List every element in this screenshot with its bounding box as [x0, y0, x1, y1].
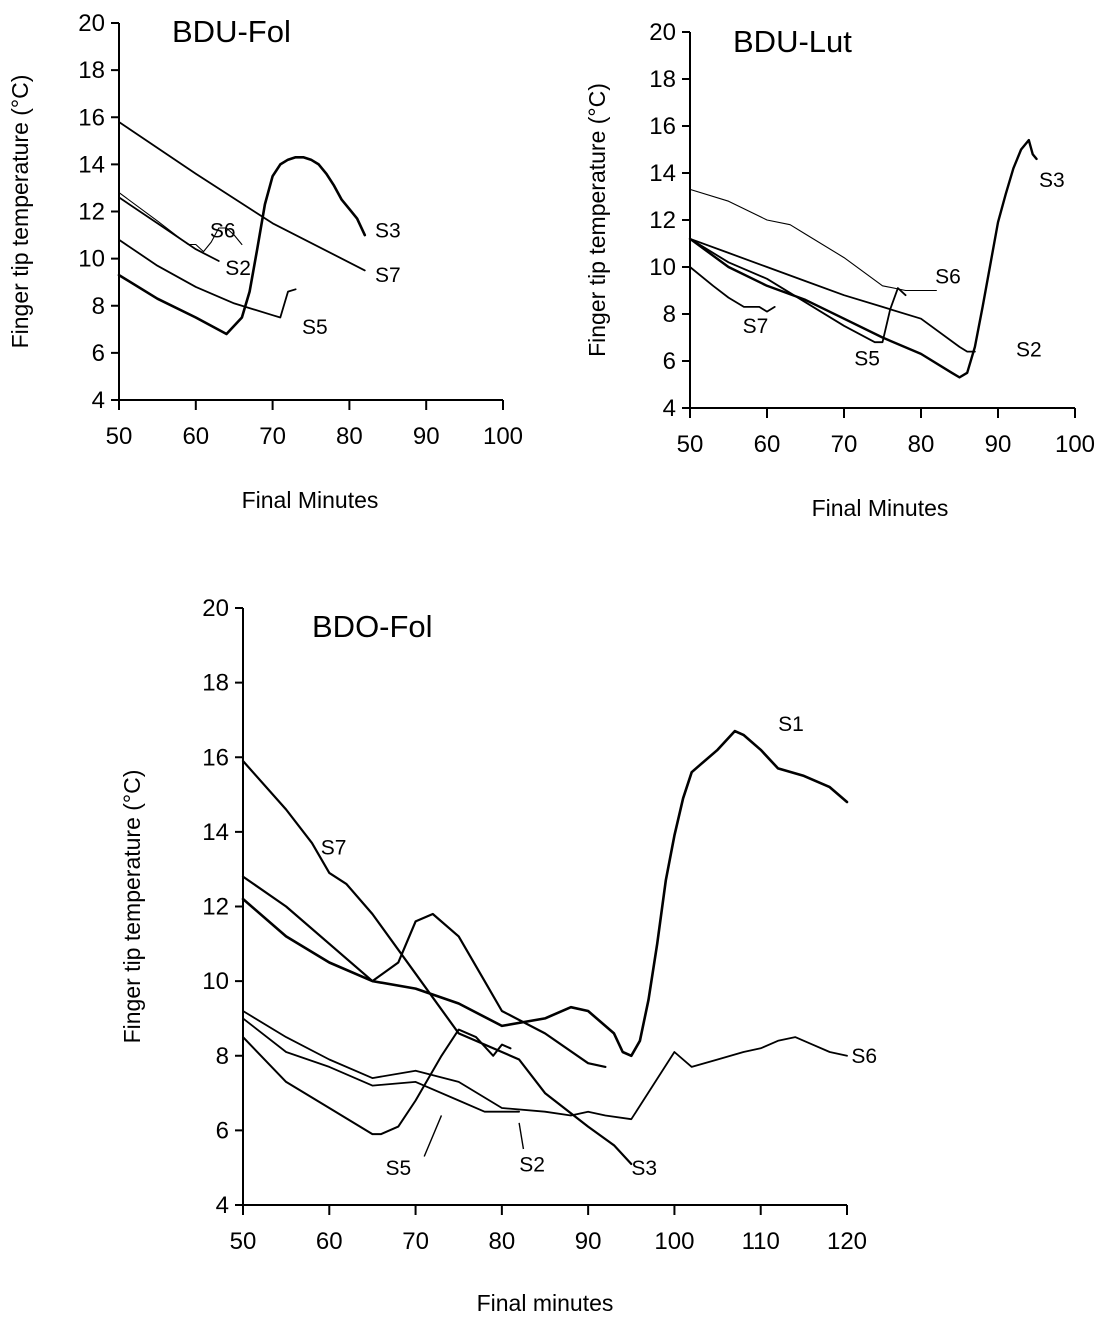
x-tick-label: 70: [402, 1228, 429, 1255]
x-tick-label: 60: [754, 431, 781, 458]
series-line-s7: [689, 266, 776, 313]
x-tick-label: 80: [336, 423, 363, 450]
y-tick-label: 4: [92, 387, 105, 414]
x-tick-label: 120: [827, 1228, 867, 1255]
x-tick-label: 70: [831, 431, 858, 458]
label-pointer-line: [518, 1122, 525, 1150]
x-tick-label: 50: [677, 431, 704, 458]
y-axis-title: Finger tip temperature (°C): [119, 770, 145, 1044]
series-line-s3: [117, 156, 367, 336]
y-tick-label: 6: [216, 1117, 229, 1144]
series-line-s5: [118, 238, 297, 319]
series-label-s6: S6: [210, 219, 236, 242]
y-tick-label: 16: [649, 113, 676, 140]
chart-title: BDU-Fol: [172, 14, 291, 49]
series-line-s6: [689, 188, 937, 292]
series-label-s5: S5: [854, 348, 880, 371]
y-axis-title: Finger tip temperature (°C): [7, 75, 33, 349]
series-line-s1: [241, 729, 849, 1058]
y-tick-label: 10: [202, 968, 229, 995]
x-tick-label: 50: [106, 423, 133, 450]
x-tick-label: 100: [483, 423, 523, 450]
x-tick-label: 80: [489, 1228, 516, 1255]
y-tick-label: 14: [202, 819, 229, 846]
y-tick-label: 4: [216, 1192, 229, 1219]
y-tick-label: 18: [649, 66, 676, 93]
series-label-s3: S3: [375, 219, 401, 242]
series-label-s2: S2: [1016, 338, 1042, 361]
y-tick-label: 8: [92, 293, 105, 320]
series-label-s6: S6: [935, 265, 961, 288]
series-label-s7: S7: [375, 264, 401, 287]
x-tick-label: 60: [182, 423, 209, 450]
series-label-s2: S2: [519, 1153, 545, 1176]
x-tick-label: 110: [742, 1228, 780, 1255]
x-tick-label: 100: [1055, 431, 1095, 458]
series-label-s2: S2: [225, 257, 251, 280]
y-tick-label: 20: [78, 10, 105, 37]
y-tick-label: 8: [216, 1043, 229, 1070]
series-label-s7: S7: [743, 315, 769, 338]
series-label-s3: S3: [631, 1157, 657, 1180]
x-tick-label: 90: [413, 423, 440, 450]
series-label-s7: S7: [321, 836, 347, 859]
y-tick-label: 14: [78, 151, 105, 178]
chart-title: BDU-Lut: [733, 24, 852, 59]
y-tick-label: 20: [202, 595, 229, 622]
x-axis-title: Final minutes: [477, 1290, 614, 1316]
y-tick-label: 4: [663, 395, 676, 422]
series-line-s6: [242, 1010, 848, 1121]
series-label-s5: S5: [302, 316, 328, 339]
y-tick-label: 12: [649, 207, 676, 234]
series-line-s2: [118, 196, 220, 262]
chart-panel-0: 4 6 8 10 12 14 16 18 20 50 60 70 80 90 100 BDU-Fol Final…: [7, 10, 523, 513]
series-line-s2: [689, 237, 976, 353]
y-tick-label: 14: [649, 160, 676, 187]
series-label-s3: S3: [1039, 169, 1065, 192]
series-label-s1: S1: [778, 713, 804, 736]
series-line-s3: [241, 875, 607, 1069]
y-tick-label: 18: [202, 670, 229, 697]
x-tick-label: 50: [230, 1228, 257, 1255]
series-line-s5: [242, 1028, 512, 1136]
series-line-s7: [241, 759, 633, 1166]
y-tick-label: 18: [78, 57, 105, 84]
series-line-s7: [118, 121, 366, 272]
series-label-s6: S6: [851, 1045, 877, 1068]
x-tick-label: 80: [908, 431, 935, 458]
x-tick-label: 90: [985, 431, 1012, 458]
y-tick-label: 12: [78, 199, 105, 226]
series-label-s5: S5: [385, 1157, 411, 1180]
y-tick-label: 6: [92, 340, 105, 367]
series-line-s3: [688, 138, 1038, 379]
y-tick-label: 8: [663, 301, 676, 328]
series-line-s5: [689, 237, 907, 344]
chart-title: BDO-Fol: [312, 609, 433, 644]
y-tick-label: 10: [649, 254, 676, 281]
y-tick-label: 16: [202, 744, 229, 771]
x-axis-title: Final Minutes: [812, 495, 949, 521]
x-tick-label: 60: [316, 1228, 343, 1255]
x-tick-label: 100: [654, 1228, 694, 1255]
chart-panel-2: 4 6 8 10 12 14 16 18 20 50 60 70 80 90 100 110 120 BDO-Fo…: [119, 595, 877, 1316]
x-tick-label: 70: [259, 423, 286, 450]
chart-panel-1: 4 6 8 10 12 14 16 18 20 50 60 70 80 90 100 BDU-Lut Final…: [584, 19, 1095, 521]
x-axis-title: Final Minutes: [242, 487, 379, 513]
y-axis-title: Finger tip temperature (°C): [584, 83, 610, 357]
y-tick-label: 6: [663, 348, 676, 375]
label-pointer-line: [423, 1115, 443, 1157]
series-line-s2: [242, 1017, 520, 1113]
y-tick-label: 12: [202, 894, 229, 921]
x-tick-label: 90: [575, 1228, 602, 1255]
y-tick-label: 20: [649, 19, 676, 46]
y-tick-label: 16: [78, 104, 105, 131]
y-tick-label: 10: [78, 246, 105, 273]
